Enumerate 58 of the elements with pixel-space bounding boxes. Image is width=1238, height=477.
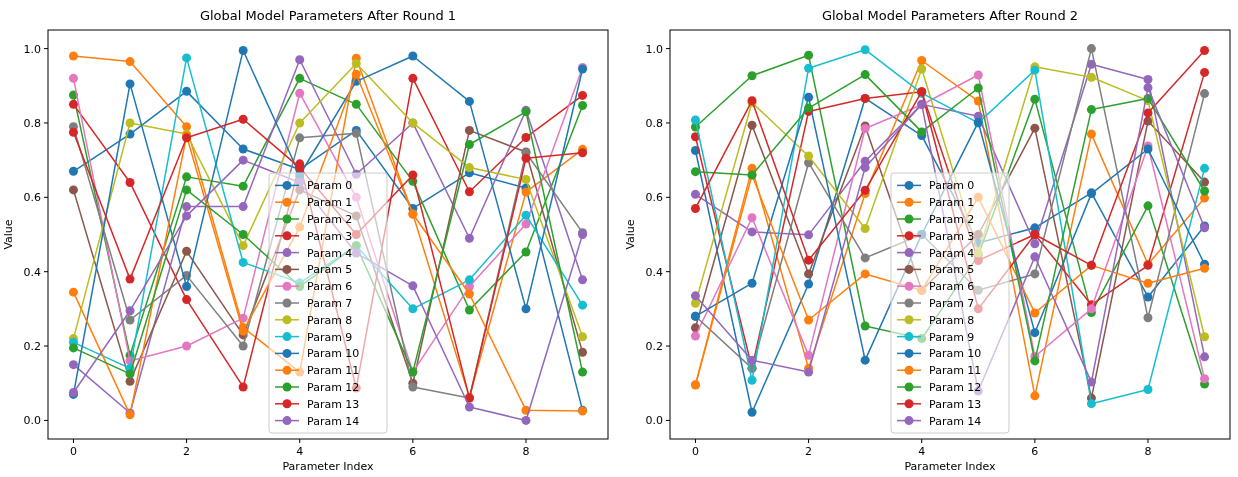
- legend-label: Param 6: [307, 280, 353, 294]
- legend-label: Param 2: [307, 213, 353, 226]
- legend-label: Param 6: [929, 280, 975, 294]
- legend-label: Param 0: [307, 179, 353, 193]
- legend-label: Param 5: [307, 263, 353, 277]
- x-tick-label: 2: [183, 445, 191, 458]
- x-tick-label: 8: [522, 445, 530, 458]
- x-tick-label: 4: [918, 445, 926, 458]
- x-tick-label: 6: [409, 445, 417, 458]
- legend-label: Param 5: [929, 263, 975, 277]
- y-tick-label: 0.6: [23, 191, 41, 205]
- x-tick-label: 4: [296, 445, 304, 458]
- x-tick-label: 0: [691, 445, 699, 458]
- legend-label: Param 10: [307, 347, 360, 361]
- y-tick-label: 1.0: [23, 42, 41, 56]
- legend-label: Param 14: [307, 414, 360, 428]
- legend-label: Param 8: [929, 313, 975, 327]
- legend-label: Param 3: [929, 229, 975, 243]
- y-tick-label: 0.6: [645, 191, 663, 205]
- legend-label: Param 7: [929, 297, 975, 310]
- y-tick-label: 0.8: [645, 116, 663, 130]
- legend-label: Param 2: [929, 213, 975, 226]
- y-tick-label: 1.0: [645, 42, 663, 56]
- legend-label: Param 9: [307, 330, 353, 344]
- y-axis-title: Value: [624, 219, 637, 250]
- y-tick-label: 0.0: [645, 414, 663, 428]
- x-tick-label: 2: [805, 445, 813, 458]
- legend-label: Param 4: [307, 246, 353, 260]
- x-tick-label: 6: [1031, 445, 1039, 458]
- legend-label: Param 3: [307, 229, 353, 243]
- legend-label: Param 11: [929, 364, 982, 378]
- y-tick-label: 0.4: [23, 265, 41, 279]
- legend-label: Param 8: [307, 313, 353, 327]
- legend-label: Param 12: [307, 381, 360, 394]
- legend-label: Param 11: [307, 364, 360, 378]
- x-tick-label: 8: [1144, 445, 1152, 458]
- y-tick-label: 0.2: [645, 340, 663, 354]
- x-tick-label: 0: [69, 445, 77, 458]
- chart-title: Global Model Parameters After Round 1: [199, 8, 457, 23]
- chart-title: Global Model Parameters After Round 2: [821, 8, 1079, 23]
- legend-label: Param 9: [929, 330, 975, 344]
- y-axis-title: Value: [2, 219, 15, 250]
- y-tick-label: 0.8: [23, 116, 41, 130]
- legend-label: Param 10: [929, 347, 982, 361]
- y-tick-label: 0.4: [645, 265, 663, 279]
- legend-label: Param 12: [929, 381, 982, 394]
- y-tick-label: 0.2: [23, 340, 41, 354]
- y-tick-label: 0.0: [23, 414, 41, 428]
- x-axis-title: Parameter Index: [904, 460, 996, 473]
- legend-label: Param 14: [929, 414, 982, 428]
- legend-label: Param 1: [929, 196, 975, 210]
- legend-label: Param 1: [307, 196, 353, 210]
- legend-label: Param 13: [307, 397, 360, 411]
- legend-label: Param 4: [929, 246, 975, 260]
- legend-label: Param 7: [307, 297, 353, 310]
- legend-label: Param 13: [929, 397, 982, 411]
- x-axis-title: Parameter Index: [282, 460, 374, 473]
- legend-label: Param 0: [929, 179, 975, 193]
